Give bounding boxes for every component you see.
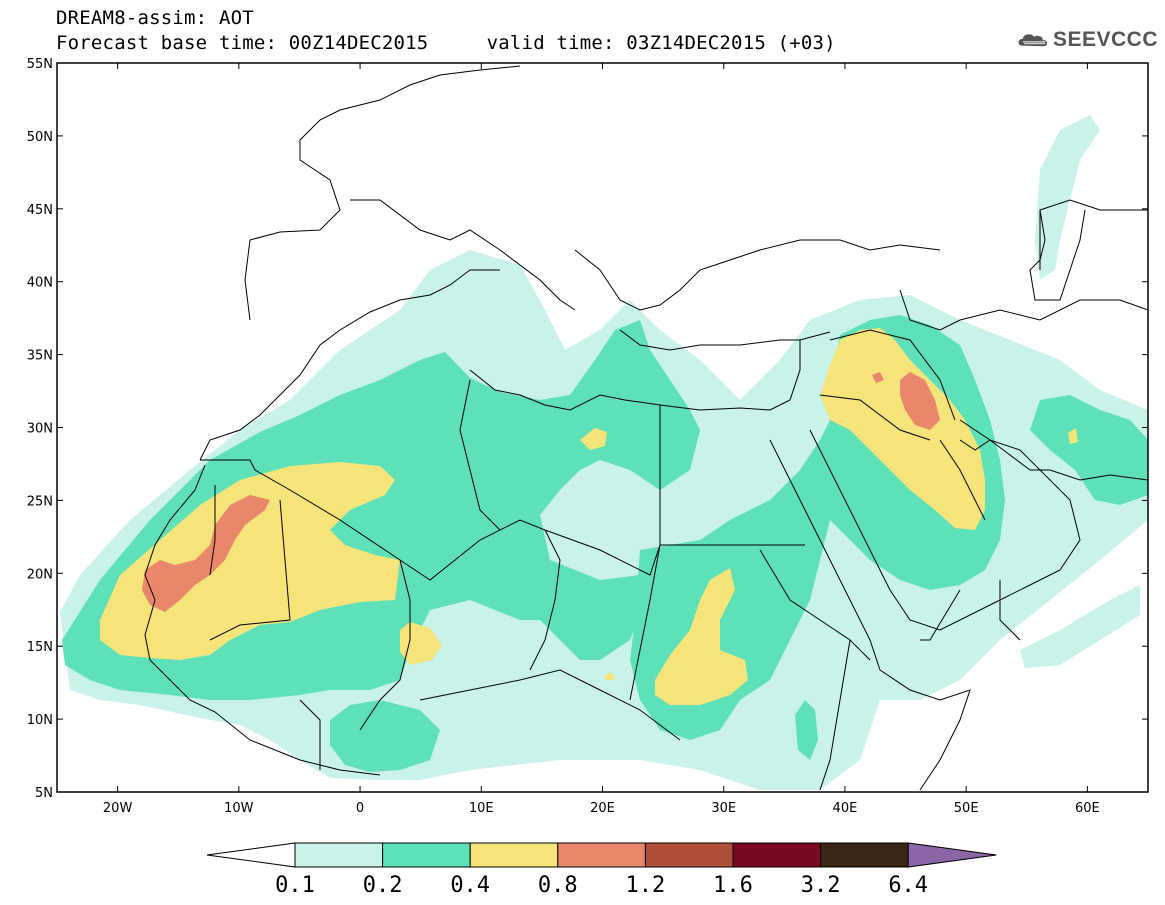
lon-label: 60E [1075,801,1100,816]
colorbar-box [557,842,646,868]
lon-label: 30E [711,801,736,816]
longitude-axis: 20W 10W 0 10E 20E 30E 40E 50E 60E [103,63,1100,816]
logo-label: SEEVCCC [1052,28,1158,51]
colorbar-box [294,842,384,868]
borders [144,65,1148,791]
colorbar-label: 0.4 [450,873,490,898]
lat-label: 40N [27,276,53,291]
colorbar-label: 6.4 [888,873,928,898]
colorbar: 0.1 0.2 0.4 0.8 1.2 1.6 3.2 6.4 [206,842,997,898]
lon-label: 20W [103,801,133,816]
colorbar-box [644,842,734,868]
colorbar-label: 1.2 [626,873,666,898]
lon-label: 10E [469,801,494,816]
map-subtitle-times: Forecast base time: 00Z14DEC2015 valid t… [56,32,836,54]
lat-label: 5N [35,786,53,801]
cloud-logo-icon [1018,34,1048,47]
colorbar-box [469,842,559,868]
aot-level-0.8 [142,372,940,612]
lat-label: 35N [27,349,53,364]
lat-label: 20N [27,567,53,582]
map-title: DREAM8-assim: AOT [56,7,254,29]
colorbar-label: 3.2 [801,873,841,898]
lat-label: 55N [27,57,53,72]
lon-label: 40E [833,801,858,816]
aot-fields [60,115,1148,790]
lon-label: 50E [954,801,979,816]
colorbar-min-arrow [206,842,296,868]
latitude-axis: 5N 10N 15N 20N 25N 30N 35N 40N 45N 50N 55N [27,57,1148,801]
lat-label: 10N [27,713,53,728]
colorbar-label: 0.8 [538,873,578,898]
colorbar-label: 0.1 [275,873,315,898]
colorbar-label: 1.6 [713,873,753,898]
colorbar-max-arrow [907,842,997,868]
lat-label: 25N [27,494,53,509]
colorbar-label: 0.2 [363,873,403,898]
lon-label: 0 [356,801,364,816]
lon-label: 20E [590,801,615,816]
seevccc-logo: SEEVCCC [1018,26,1158,54]
lat-label: 50N [27,130,53,145]
lat-label: 45N [27,203,53,218]
colorbar-box [820,842,909,868]
lon-label: 10W [224,801,254,816]
colorbar-box [732,842,822,868]
lat-label: 15N [27,640,53,655]
lat-label: 30N [27,422,53,437]
colorbar-box [382,842,471,868]
